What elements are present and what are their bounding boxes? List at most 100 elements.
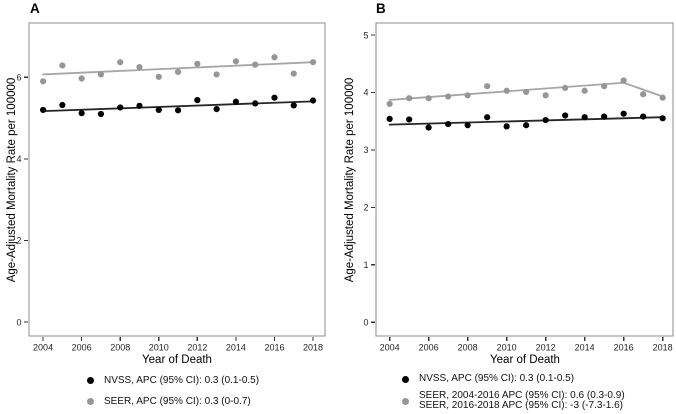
nvss-data-point: [601, 113, 608, 120]
panel-b-x-axis-label: Year of Death: [490, 354, 560, 366]
seer-data-point: [39, 78, 47, 85]
nvss-data-point: [252, 100, 259, 107]
nvss-data-point: [640, 113, 647, 120]
x-axis-tick-label: 2012: [536, 343, 556, 353]
legend-entry: NVSS, APC (95% CI): 0.3 (0.1-0.5): [87, 374, 259, 387]
seer-data-point: [386, 100, 393, 108]
y-axis-tick-label: 4: [363, 88, 368, 98]
nvss-data-point: [523, 122, 530, 129]
legend-label: NVSS, APC (95% CI): 0.3 (0.1-0.5): [419, 373, 575, 384]
seer-data-point: [542, 92, 549, 99]
nvss-data-point: [484, 114, 491, 121]
legend-entry: NVSS, APC (95% CI): 0.3 (0.1-0.5): [402, 373, 625, 385]
y-axis-tick-label: 2: [363, 203, 368, 213]
panel-b-plot-area: 2004 2006 2008 2010 2012 2014 2016 2018 0 1 2 3 4 5: [363, 22, 674, 353]
nvss-data-point: [271, 94, 278, 101]
seer-data-point: [271, 54, 278, 61]
legend-marker-dot: [402, 397, 409, 405]
nvss-data-point: [406, 116, 413, 123]
nvss-data-point: [562, 112, 569, 119]
seer-data-point: [484, 83, 491, 90]
nvss-data-point: [503, 123, 510, 130]
nvss-data-point: [425, 124, 432, 131]
nvss-data-point: [155, 106, 162, 114]
x-axis-tick-label: 2016: [264, 343, 284, 353]
x-axis-tick-label: 2006: [72, 343, 92, 353]
x-axis-tick-label: 2004: [33, 343, 53, 353]
x-axis-tick-label: 2004: [380, 343, 400, 353]
seer-data-point: [601, 83, 608, 90]
seer-data-point: [174, 68, 182, 76]
panel-a: A Age-Adjusted Mortality Rate per 100000…: [6, 1, 326, 414]
seer-data-point: [523, 88, 530, 96]
seer-data-point: [117, 59, 124, 66]
nvss-data-point: [78, 110, 85, 117]
nvss-data-point: [232, 98, 240, 105]
nvss-data-point: [213, 106, 220, 113]
y-axis-tick-label: 6: [16, 72, 21, 82]
seer-data-point: [290, 70, 297, 77]
nvss-data-point: [309, 97, 317, 104]
panel-a-plot-area: 2004 2006 2008 2010 2012 2014 2016 2018 0 2 4 6: [16, 22, 326, 353]
x-axis-tick-label: 2012: [187, 343, 207, 353]
nvss-trend-line: [388, 116, 664, 126]
seer-data-point: [445, 93, 452, 100]
legend-entry: SEER, APC (95% CI): 0.3 (0-0.7): [87, 395, 259, 408]
nvss-data-point: [97, 110, 105, 118]
nvss-data-point: [174, 107, 182, 114]
x-axis-tick-label: 2010: [497, 343, 517, 353]
legend-marker-dot: [87, 398, 94, 405]
seer-data-point: [640, 91, 647, 98]
x-axis-tick-label: 2014: [575, 343, 595, 353]
x-axis-tick-label: 2018: [653, 343, 673, 353]
seer-data-point: [406, 95, 413, 102]
x-axis-tick-label: 2016: [614, 343, 634, 353]
seer-trend-line: [42, 61, 314, 76]
nvss-data-point: [39, 106, 47, 114]
plot-frame: [28, 22, 326, 337]
nvss-data-point: [445, 120, 452, 128]
seer-data-point: [562, 84, 569, 91]
seer-data-point: [213, 71, 220, 78]
seer-data-point: [309, 59, 317, 66]
panel-b-legend: NVSS, APC (95% CI): 0.3 (0.1-0.5) SEER, 2…: [402, 373, 625, 414]
nvss-data-point: [386, 115, 393, 123]
legend-marker-dot: [87, 377, 94, 384]
panel-b-tag: B: [376, 1, 386, 16]
seer-data-point: [78, 75, 85, 82]
nvss-data-point: [542, 116, 549, 124]
seer-data-point: [97, 71, 105, 78]
x-axis-tick-label: 2018: [303, 343, 323, 353]
seer-data-point: [136, 63, 143, 71]
nvss-data-point: [464, 122, 471, 129]
seer-data-point: [659, 94, 666, 101]
seer-data-point: [620, 77, 627, 84]
legend-label: NVSS, APC (95% CI): 0.3 (0.1-0.5): [104, 375, 260, 386]
panel-a-x-axis-label: Year of Death: [142, 354, 212, 366]
seer-data-point: [59, 62, 66, 69]
panel-a-legend: NVSS, APC (95% CI): 0.3 (0.1-0.5) SEER, A…: [87, 374, 259, 414]
nvss-data-point: [659, 115, 666, 122]
nvss-data-point: [59, 101, 66, 109]
seer-data-point: [581, 87, 588, 94]
nvss-trend-line: [42, 100, 314, 113]
nvss-data-point: [117, 104, 124, 111]
y-axis-tick-label: 2: [16, 236, 21, 246]
seer-data-point: [155, 73, 162, 80]
x-axis-tick-label: 2014: [226, 343, 246, 353]
seer-data-point: [194, 60, 201, 67]
nvss-data-point: [194, 97, 201, 104]
legend-marker-dot: [402, 375, 409, 383]
y-axis-tick-label: 4: [16, 154, 21, 164]
x-axis-tick-label: 2008: [458, 343, 478, 353]
y-axis-tick-label: 5: [363, 30, 368, 40]
y-axis-tick-label: 0: [363, 317, 368, 327]
nvss-data-point: [581, 114, 588, 121]
seer-data-point: [232, 58, 240, 65]
seer-data-point: [464, 92, 471, 99]
panel-a-tag: A: [30, 1, 40, 16]
y-axis-tick-label: 1: [363, 260, 368, 270]
x-axis-tick-label: 2010: [149, 343, 169, 353]
seer-data-point: [425, 95, 432, 102]
